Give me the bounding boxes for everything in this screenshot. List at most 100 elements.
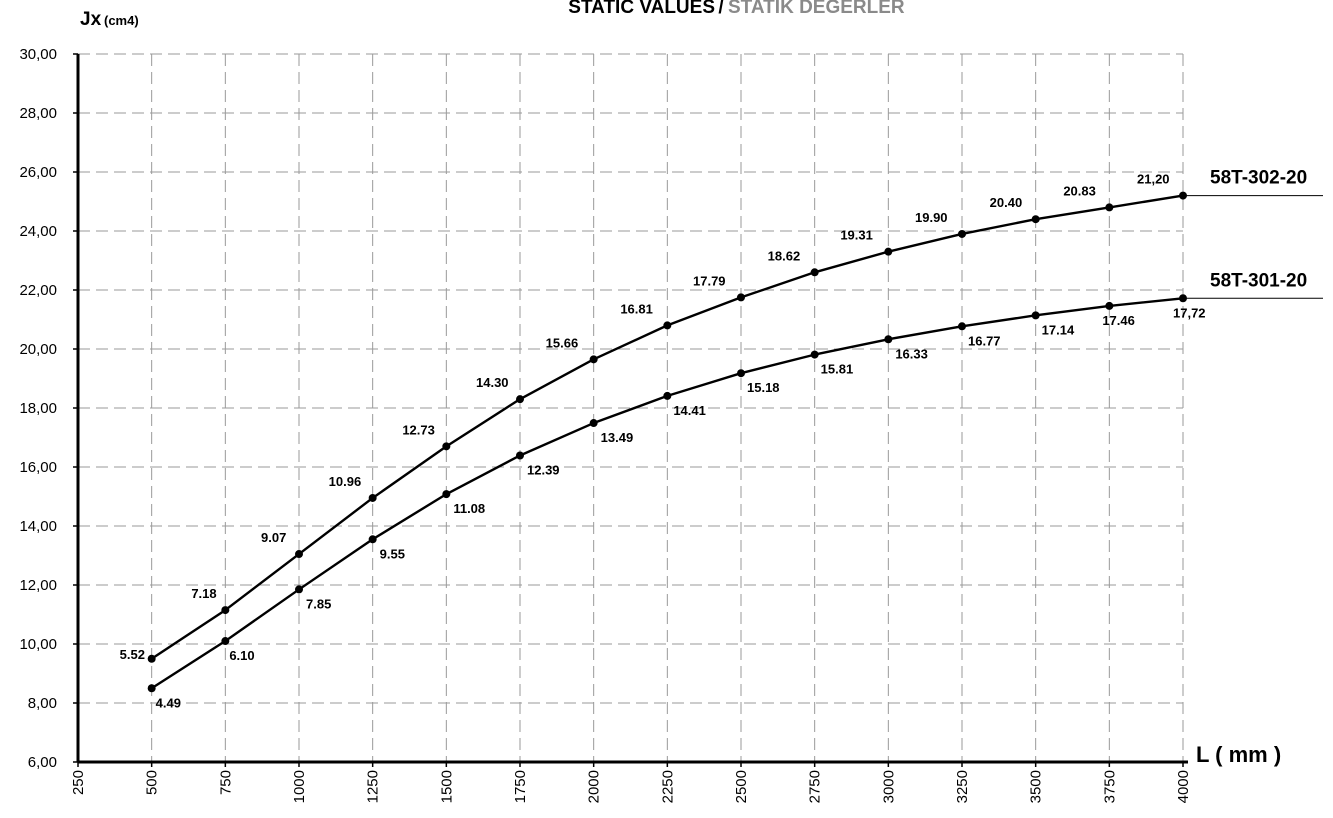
x-tick-label: 2750 (807, 770, 824, 803)
title-separator: / (718, 0, 724, 18)
data-point (810, 268, 819, 277)
y-tick-label: 24,00 (19, 223, 57, 240)
data-label: 16.77 (968, 333, 1001, 348)
y-tick-label: 14,00 (19, 518, 57, 535)
data-point (589, 419, 598, 428)
data-label: 9.55 (380, 546, 405, 561)
axes (76, 54, 1188, 764)
data-label: 16.33 (895, 346, 928, 361)
data-label: 9.07 (261, 530, 286, 545)
data-point (663, 321, 672, 330)
x-tick-label: 3750 (1101, 770, 1118, 803)
data-point (884, 247, 893, 256)
y-tick-label: 30,00 (19, 46, 57, 63)
y-tick-label: 8,00 (28, 695, 57, 712)
y-tick-label: 10,00 (19, 636, 57, 653)
data-label: 15.66 (546, 335, 579, 350)
data-label: 13.49 (601, 430, 634, 445)
data-point (516, 451, 524, 460)
data-label: 21,20 (1137, 172, 1170, 187)
data-label: 6.10 (229, 648, 254, 663)
data-point (442, 442, 451, 451)
data-point (958, 322, 966, 331)
data-point (1031, 215, 1040, 224)
x-tick-labels: 250 500 750 1000 1250 1500 1750 2000 2250 2500 275… (70, 770, 1192, 803)
data-label: 20.83 (1063, 183, 1096, 198)
data-labels: 5.52 7.18 9.07 10.96 12.73 14.30 15.66 16.81 17.… (120, 168, 1308, 711)
data-label: 12.73 (402, 422, 435, 437)
data-label: 5.52 (120, 647, 145, 662)
data-label: 7.85 (306, 596, 331, 611)
x-tick-label: 250 (70, 770, 87, 795)
x-tick-label: 1750 (512, 770, 529, 803)
data-point (221, 606, 230, 615)
y-tick-label: 12,00 (19, 577, 57, 594)
data-label: 19.31 (840, 228, 873, 243)
y-tick-labels: 6,00 8,00 10,00 12,00 14,00 16,00 18,00 20,00 22… (19, 46, 57, 771)
data-point (368, 493, 377, 502)
data-point (884, 335, 893, 344)
data-label: 4.49 (156, 695, 181, 710)
series (147, 191, 1323, 693)
x-tick-label: 4000 (1175, 770, 1192, 803)
y-tick-label: 26,00 (19, 164, 57, 181)
x-axis-label: L ( mm ) (1196, 742, 1281, 767)
data-label: 17.46 (1102, 313, 1135, 328)
y-tick-label: 20,00 (19, 341, 57, 358)
y-tick-label: 16,00 (19, 459, 57, 476)
data-point (221, 637, 230, 646)
y-tick-label: 28,00 (19, 105, 57, 122)
data-label: 15.18 (747, 380, 780, 395)
series-line (151, 194, 1184, 660)
data-point (737, 369, 745, 378)
data-point (737, 293, 745, 302)
data-label: 10.96 (329, 474, 362, 489)
y-tick-label: 6,00 (28, 754, 57, 771)
data-label: 14.30 (476, 375, 509, 390)
data-label: 20.40 (990, 195, 1023, 210)
x-tick-label: 1000 (291, 770, 308, 803)
data-label: 18.62 (768, 248, 801, 263)
chart-subtitle: STATİK DEĞERLER (728, 0, 905, 18)
data-point (1105, 301, 1114, 310)
data-point (1031, 311, 1040, 320)
x-tick-label: 2500 (733, 770, 750, 803)
data-point (295, 585, 303, 594)
data-label: 17,72 (1173, 305, 1206, 320)
y-axis-label: Jx (80, 9, 102, 30)
data-label: 19.90 (915, 210, 948, 225)
data-label: 12.39 (527, 462, 560, 477)
x-tick-label: 2250 (659, 770, 676, 803)
data-label: 17.14 (1042, 322, 1075, 337)
y-axis-unit: (cm4) (104, 13, 139, 28)
data-point (147, 684, 156, 693)
data-label: 11.08 (453, 501, 485, 516)
series-name-label: 58T-302-20 (1210, 168, 1307, 189)
x-tick-label: 3250 (954, 770, 971, 803)
data-point (589, 355, 598, 364)
data-point (1105, 203, 1114, 212)
data-point (368, 535, 377, 544)
y-tick-label: 22,00 (19, 282, 57, 299)
chart-title: STATIC VALUES (568, 0, 715, 18)
data-point (663, 391, 672, 400)
data-label: 15.81 (821, 362, 854, 377)
x-tick-label: 500 (144, 770, 161, 795)
data-point (295, 550, 303, 559)
series-name-label: 58T-301-20 (1210, 270, 1307, 291)
data-point (442, 490, 451, 499)
x-tick-label: 2000 (586, 770, 603, 803)
data-label: 14.41 (673, 403, 706, 418)
data-point (147, 654, 156, 663)
y-tick-label: 18,00 (19, 400, 57, 417)
x-tick-label: 1500 (438, 770, 455, 803)
data-point (810, 350, 819, 359)
data-label: 16.81 (620, 301, 653, 316)
data-label: 17.79 (693, 273, 726, 288)
data-point (516, 395, 524, 404)
x-tick-label: 750 (217, 770, 234, 795)
grid (73, 53, 1184, 767)
x-tick-label: 1250 (365, 770, 382, 803)
